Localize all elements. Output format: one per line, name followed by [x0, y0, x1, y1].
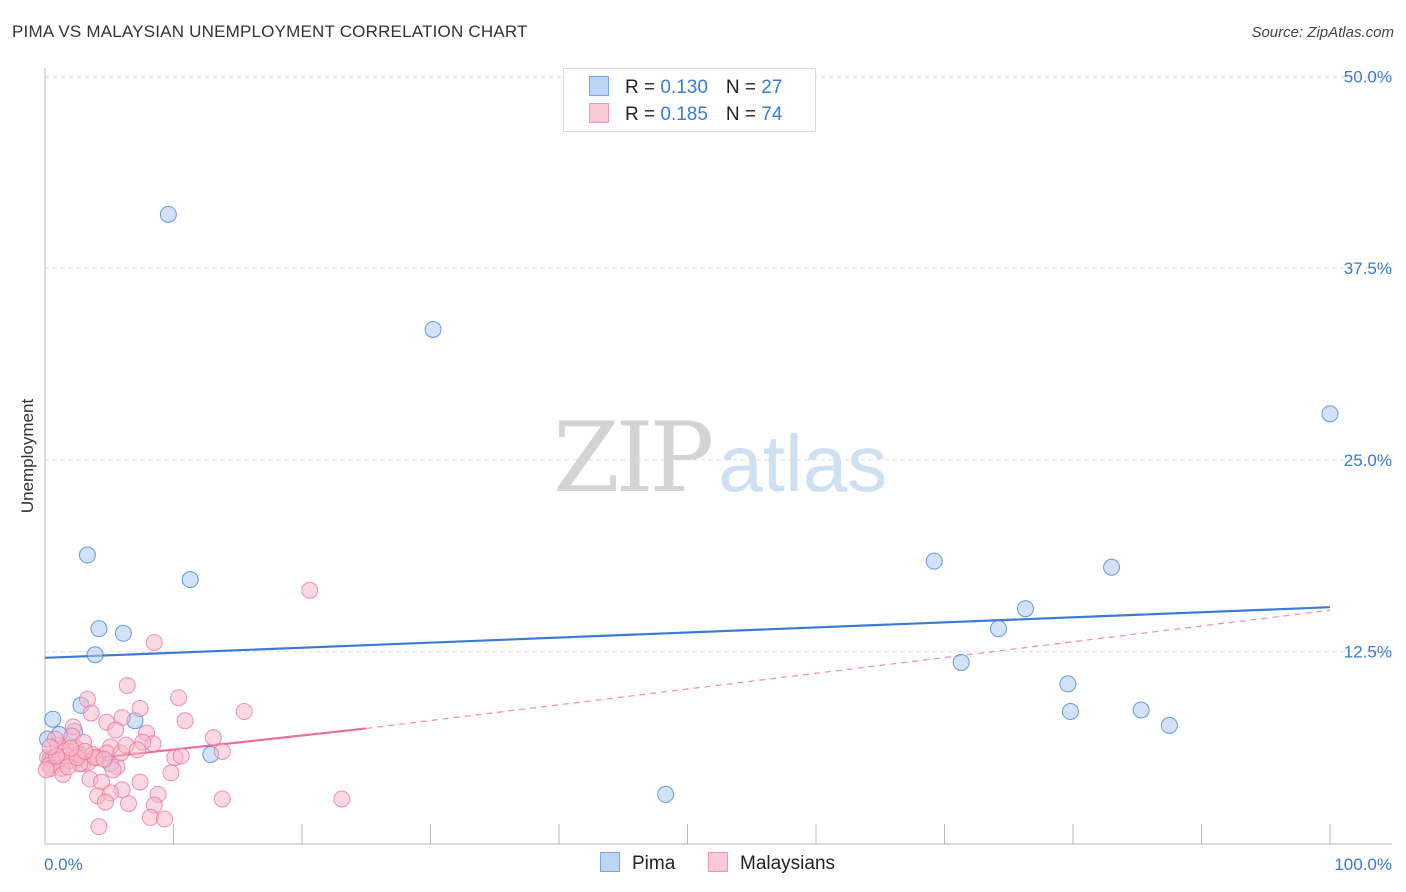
point-pima: [925, 552, 943, 570]
point-malaysians: [90, 818, 108, 836]
point-pima: [181, 571, 199, 589]
watermark: ZIP atlas: [553, 402, 887, 514]
gridlines: [45, 75, 1392, 653]
legend-n-value-malaysians: 74: [761, 104, 783, 125]
point-pima: [424, 320, 442, 338]
point-malaysians: [213, 790, 231, 808]
point-malaysians: [333, 790, 351, 808]
axes: [44, 68, 1392, 845]
point-malaysians: [213, 742, 231, 760]
legend-r-value-malaysians: 0.185: [660, 104, 708, 125]
bottom-legend-label-pima: Pima: [632, 853, 676, 874]
watermark-zip: ZIP: [553, 402, 714, 514]
point-pima: [1016, 600, 1034, 618]
legend-row-malaysians: R = 0.185 N = 74: [589, 103, 782, 126]
point-pima: [159, 205, 177, 223]
legend-r-value-pima: 0.130: [660, 77, 708, 98]
point-malaysians: [204, 729, 222, 747]
source-credit: Source: ZipAtlas.com: [1251, 24, 1394, 41]
legend-n-label: N =: [725, 77, 762, 98]
point-pima: [1321, 405, 1339, 423]
point-malaysians: [131, 773, 149, 791]
bottom-legend-pima: Pima: [600, 852, 675, 875]
legend-r-label: R =: [625, 104, 661, 125]
y-tick-label: 25.0%: [1344, 451, 1392, 470]
point-pima: [86, 646, 104, 664]
point-pima: [657, 785, 675, 803]
point-malaysians: [118, 676, 136, 694]
chart-title: PIMA VS MALAYSIAN UNEMPLOYMENT CORRELATI…: [12, 22, 528, 41]
point-malaysians: [41, 738, 59, 756]
point-malaysians: [96, 793, 114, 811]
point-malaysians: [156, 810, 174, 828]
trend-line-malaysians-projected: [366, 609, 1331, 730]
point-pima: [114, 624, 132, 642]
legend-swatch-pima: [589, 76, 609, 96]
point-pima: [1160, 716, 1178, 734]
legend-row-pima: R = 0.130 N = 27: [589, 76, 782, 99]
point-pima: [1061, 703, 1079, 721]
point-pima: [78, 546, 96, 564]
point-malaysians: [235, 703, 253, 721]
bottom-legend-swatch-malaysians: [708, 852, 728, 872]
point-pima: [989, 620, 1007, 638]
point-malaysians: [107, 721, 125, 739]
data-points: [37, 205, 1339, 836]
point-pima: [952, 653, 970, 671]
correlation-legend: R = 0.130 N = 27 R = 0.185 N = 74: [563, 68, 816, 132]
bottom-legend-label-malaysians: Malaysians: [740, 853, 836, 874]
legend-swatch-malaysians: [589, 103, 609, 123]
point-pima: [44, 710, 62, 728]
point-pima: [1132, 701, 1150, 719]
point-malaysians: [162, 764, 180, 782]
point-malaysians: [141, 808, 159, 826]
bottom-legend-malaysians: Malaysians: [708, 852, 835, 875]
legend-n-value-pima: 27: [761, 77, 783, 98]
tick-labels: 12.5% 25.0% 37.5% 50.0% 0.0% 100.0%: [44, 67, 1392, 874]
point-malaysians: [82, 704, 100, 722]
point-malaysians: [95, 750, 113, 768]
point-pima: [1103, 558, 1121, 576]
point-malaysians: [120, 795, 138, 813]
point-malaysians: [172, 747, 190, 765]
trend-line-pima: [44, 606, 1331, 659]
bottom-legend-swatch-pima: [600, 852, 620, 872]
x-tick-label-min: 0.0%: [44, 855, 83, 874]
legend-n-label: N =: [725, 104, 762, 125]
point-malaysians: [145, 633, 163, 651]
point-pima: [90, 620, 108, 638]
y-tick-label: 50.0%: [1344, 67, 1392, 86]
point-malaysians: [37, 761, 55, 779]
point-malaysians: [176, 712, 194, 730]
y-tick-label: 12.5%: [1344, 643, 1392, 662]
point-malaysians: [301, 581, 319, 599]
watermark-atlas: atlas: [718, 419, 888, 508]
trend-lines: [44, 606, 1331, 765]
legend-r-label: R =: [625, 77, 661, 98]
point-malaysians: [170, 689, 188, 707]
y-axis-label: Unemployment: [18, 398, 37, 514]
point-malaysians: [131, 699, 149, 717]
x-tick-label-max: 100.0%: [1334, 855, 1392, 874]
point-malaysians: [129, 741, 147, 759]
y-tick-label: 37.5%: [1344, 259, 1392, 278]
point-pima: [1059, 675, 1077, 693]
point-malaysians: [62, 739, 80, 757]
point-malaysians: [76, 742, 94, 760]
